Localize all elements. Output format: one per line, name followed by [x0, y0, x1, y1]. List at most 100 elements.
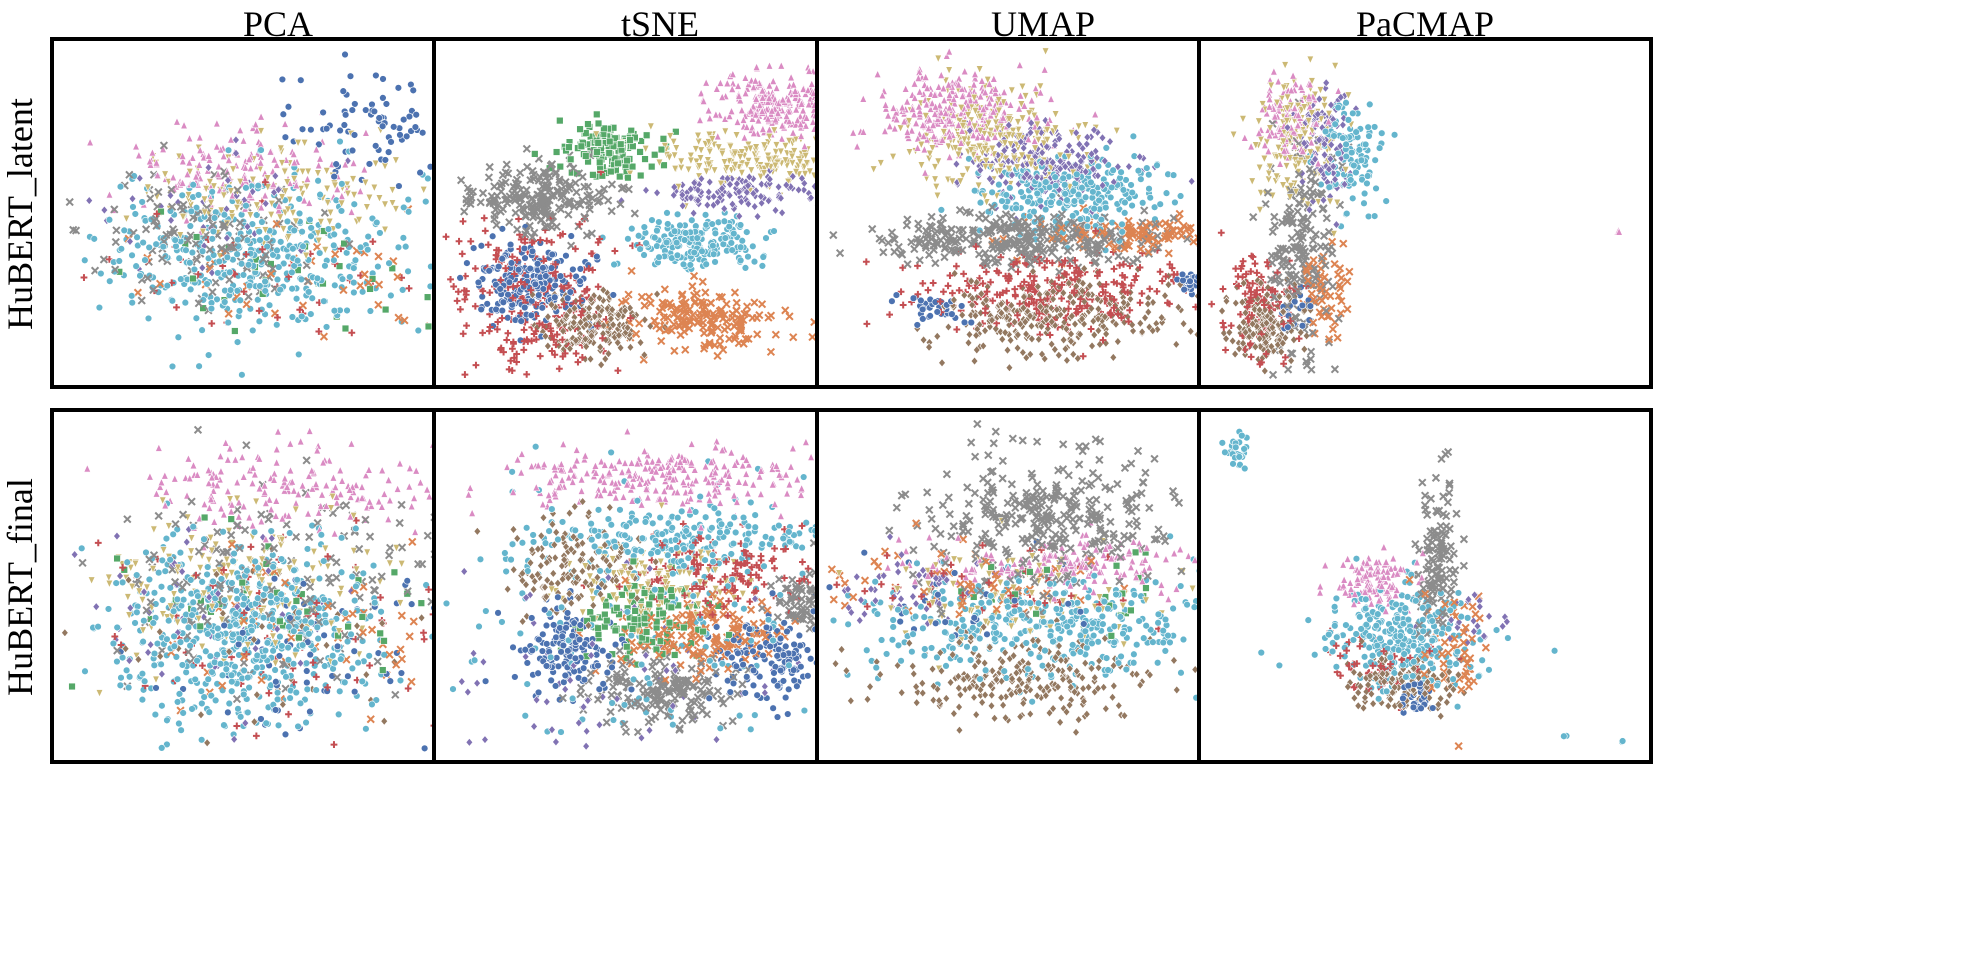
scatter-point	[1017, 188, 1025, 196]
scatter-point	[341, 159, 350, 169]
scatter-point	[1006, 335, 1015, 345]
scatter-point	[660, 161, 668, 169]
scatter-point	[1051, 110, 1060, 119]
scatter-point	[300, 139, 309, 148]
scatter-point	[1007, 86, 1016, 95]
scatter-point	[1102, 280, 1110, 288]
scatter-point	[681, 345, 690, 354]
scatter-point	[543, 237, 551, 245]
scatter-point	[697, 88, 706, 97]
scatter-point	[289, 245, 297, 253]
scatter-point	[1012, 204, 1020, 212]
scatter-point	[789, 128, 797, 137]
scatter-point	[699, 96, 708, 105]
scatter-point	[1021, 246, 1030, 255]
scatter-point	[749, 188, 758, 198]
scatter-point	[967, 146, 975, 155]
scatter-point	[173, 303, 180, 311]
scatter-point	[312, 144, 321, 154]
scatter-point	[566, 155, 575, 163]
scatter-point	[460, 207, 469, 216]
scatter-point	[678, 190, 687, 200]
scatter-point	[801, 152, 810, 161]
scatter-point	[764, 155, 773, 165]
scatter-point	[705, 160, 713, 169]
scatter-point	[528, 297, 536, 305]
scatter-point	[743, 161, 751, 170]
scatter-point	[1071, 319, 1079, 329]
scatter-point	[207, 304, 216, 313]
scatter-point	[442, 233, 450, 241]
scatter-point	[764, 114, 772, 123]
scatter-point	[348, 146, 357, 155]
scatter-point	[960, 290, 969, 300]
scatter-point	[903, 260, 912, 269]
scatter-point	[730, 334, 739, 344]
scatter-point	[1127, 181, 1135, 189]
scatter-points	[442, 61, 861, 378]
scatter-point	[1030, 136, 1039, 145]
scatter-point	[1038, 148, 1046, 158]
scatter-point	[520, 326, 528, 334]
scatter-point	[381, 162, 389, 171]
scatter-point	[1082, 207, 1090, 215]
scatter-point	[321, 262, 329, 270]
scatter-point	[1033, 129, 1041, 138]
scatter-point	[1009, 127, 1017, 136]
scatter-point	[202, 185, 211, 194]
scatter-point	[1025, 212, 1034, 220]
scatter-point	[548, 238, 555, 246]
scatter-point	[976, 198, 985, 207]
scatter-point	[937, 206, 946, 214]
scatter-point	[1014, 330, 1022, 340]
scatter-point	[346, 273, 354, 281]
scatter-point	[704, 138, 713, 147]
scatter-point	[527, 311, 536, 320]
scatter-point	[1081, 121, 1090, 130]
scatter-point	[261, 250, 270, 259]
scatter-point	[913, 321, 922, 329]
scatter-point	[85, 196, 94, 205]
scatter-point	[890, 235, 899, 244]
scatter-point	[723, 174, 732, 183]
scatter-point	[177, 275, 185, 283]
scatter-point	[700, 302, 709, 311]
scatter-point	[1051, 280, 1059, 288]
scatter-point	[1059, 288, 1068, 298]
scatter-point	[981, 248, 990, 258]
scatter-point	[167, 185, 176, 194]
scatter-point	[221, 298, 229, 306]
scatter-point	[1189, 237, 1198, 246]
scatter-point	[462, 291, 470, 299]
scatter-point	[1071, 275, 1079, 283]
scatter-point	[964, 140, 972, 150]
scatter-point	[914, 73, 923, 82]
scatter-point	[758, 86, 767, 95]
scatter-point	[1001, 210, 1010, 219]
scatter-point	[214, 269, 222, 277]
scatter-point	[153, 170, 162, 179]
scatter-point	[898, 102, 907, 112]
scatter-point	[253, 211, 261, 219]
scatter-point	[594, 239, 602, 246]
scatter-point	[678, 201, 687, 211]
scatter-point	[698, 247, 706, 255]
scatter-point	[388, 199, 397, 208]
scatter-point	[863, 320, 871, 328]
scatter-point	[459, 330, 467, 338]
scatter-point	[539, 321, 546, 329]
scatter-point	[585, 312, 593, 322]
scatter-point	[356, 281, 365, 290]
scatter-point	[802, 113, 811, 122]
scatter-point	[955, 146, 964, 156]
scatter-point	[1080, 264, 1089, 273]
scatter-point	[736, 153, 745, 162]
scatter-point	[1112, 127, 1121, 136]
scatter-point	[394, 313, 403, 322]
scatter-point	[256, 282, 264, 290]
scatter-point	[969, 151, 978, 160]
scatter-point	[702, 167, 711, 176]
scatter-point	[950, 98, 959, 108]
scatter-point	[781, 306, 790, 315]
scatter-point	[210, 214, 219, 222]
